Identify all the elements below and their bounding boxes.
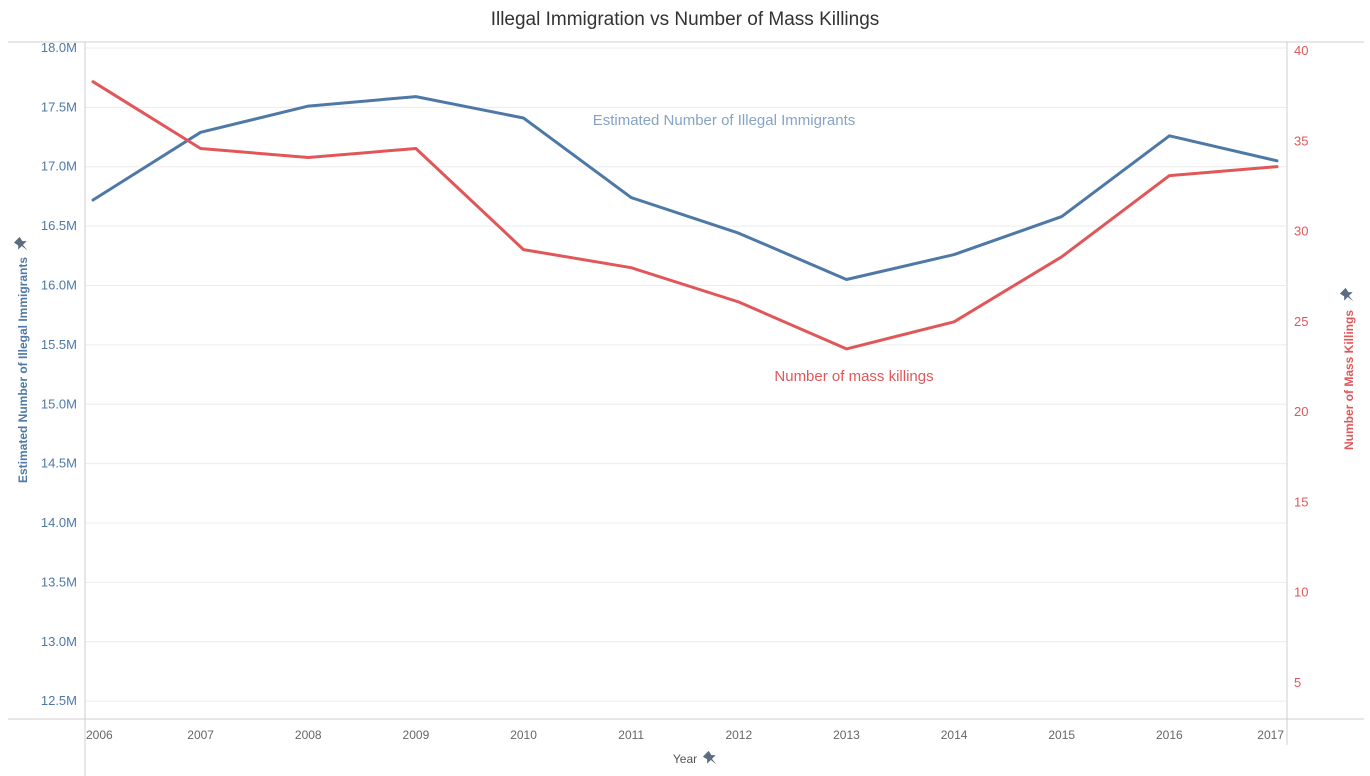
right-tick-label: 10 <box>1294 585 1308 600</box>
left-tick-label: 13.0M <box>41 634 77 649</box>
point-mass-killings-2007[interactable] <box>197 145 205 153</box>
x-tick-label: 2011 <box>618 728 644 742</box>
point-mass-killings-2008[interactable] <box>304 154 312 162</box>
point-illegal-immigrants-2012[interactable] <box>735 229 743 237</box>
left-tick-label: 15.5M <box>41 337 77 352</box>
right-tick-label: 35 <box>1294 133 1308 148</box>
right-axis-title: Number of Mass Killings <box>1342 310 1356 450</box>
right-axis-ticks: 5 10 15 20 25 30 35 40 <box>1294 43 1308 690</box>
point-mass-killings-2009[interactable] <box>412 145 420 153</box>
left-axis-ticks: 12.5M 13.0M 13.5M 14.0M 14.5M 15.0M 15.5M 16.0M… <box>41 40 77 708</box>
left-axis-title-group[interactable]: Estimated Number of Illegal Immigrants <box>16 257 30 483</box>
x-tick-label: 2017 <box>1257 728 1284 742</box>
x-axis-ticks: 2006 2007 2008 2009 2010 2011 2012 2013 2014 2015… <box>86 728 1284 742</box>
point-illegal-immigrants-2010[interactable] <box>520 114 528 122</box>
point-mass-killings-2014[interactable] <box>950 318 958 326</box>
annotation-illegal-immigrants: Estimated Number of Illegal Immigrants <box>593 112 856 129</box>
left-tick-label: 16.0M <box>41 277 77 292</box>
x-tick-label: 2006 <box>86 728 113 742</box>
point-mass-killings-2006[interactable] <box>89 78 97 86</box>
x-tick-label: 2008 <box>295 728 322 742</box>
right-tick-label: 20 <box>1294 404 1308 419</box>
point-illegal-immigrants-2016[interactable] <box>1165 132 1173 140</box>
point-mass-killings-2015[interactable] <box>1058 253 1066 261</box>
left-tick-label: 14.0M <box>41 515 77 530</box>
point-illegal-immigrants-2011[interactable] <box>627 194 635 202</box>
left-tick-label: 17.5M <box>41 99 77 114</box>
x-tick-label: 2016 <box>1156 728 1183 742</box>
x-tick-label: 2010 <box>510 728 537 742</box>
point-mass-killings-2013[interactable] <box>842 345 850 353</box>
left-tick-label: 14.5M <box>41 456 77 471</box>
left-tick-label: 17.0M <box>41 159 77 174</box>
right-tick-label: 15 <box>1294 494 1308 509</box>
pin-icon[interactable] <box>1339 287 1358 306</box>
pin-icon[interactable] <box>702 750 721 769</box>
grid-layer <box>85 47 1287 702</box>
left-tick-label: 18.0M <box>41 40 77 55</box>
left-tick-label: 13.5M <box>41 574 77 589</box>
x-tick-label: 2012 <box>725 728 752 742</box>
left-axis-title: Estimated Number of Illegal Immigrants <box>16 257 30 483</box>
series-line-illegal-immigrants[interactable] <box>91 95 1279 281</box>
x-axis-title[interactable]: Year <box>673 752 697 766</box>
point-mass-killings-2016[interactable] <box>1165 172 1173 180</box>
point-illegal-immigrants-2007[interactable] <box>197 128 205 136</box>
left-tick-label: 16.5M <box>41 218 77 233</box>
point-illegal-immigrants-2008[interactable] <box>304 102 312 110</box>
right-tick-label: 30 <box>1294 224 1308 239</box>
series-layer[interactable] <box>89 78 1281 353</box>
x-tick-label: 2009 <box>403 728 430 742</box>
right-tick-label: 25 <box>1294 314 1308 329</box>
pin-icon[interactable] <box>13 236 32 255</box>
x-tick-label: 2015 <box>1048 728 1075 742</box>
point-illegal-immigrants-2013[interactable] <box>842 276 850 284</box>
x-tick-label: 2014 <box>941 728 968 742</box>
right-axis-title-group[interactable]: Number of Mass Killings <box>1342 310 1356 450</box>
right-tick-label: 40 <box>1294 43 1308 58</box>
point-illegal-immigrants-2009[interactable] <box>412 93 420 101</box>
chart-title: Illegal Immigration vs Number of Mass Ki… <box>491 9 880 30</box>
plot-frame <box>8 41 1364 776</box>
point-illegal-immigrants-2014[interactable] <box>950 251 958 259</box>
point-mass-killings-2010[interactable] <box>520 246 528 254</box>
x-tick-label: 2013 <box>833 728 860 742</box>
point-mass-killings-2011[interactable] <box>627 264 635 272</box>
series-line-mass-killings[interactable] <box>91 80 1279 351</box>
point-illegal-immigrants-2015[interactable] <box>1058 213 1066 221</box>
point-illegal-immigrants-2006[interactable] <box>89 196 97 204</box>
point-mass-killings-2012[interactable] <box>735 298 743 306</box>
left-tick-label: 15.0M <box>41 396 77 411</box>
point-mass-killings-2017[interactable] <box>1273 163 1281 171</box>
left-tick-label: 12.5M <box>41 693 77 708</box>
annotation-mass-killings: Number of mass killings <box>774 368 933 385</box>
x-tick-label: 2007 <box>187 728 214 742</box>
right-tick-label: 5 <box>1294 675 1301 690</box>
